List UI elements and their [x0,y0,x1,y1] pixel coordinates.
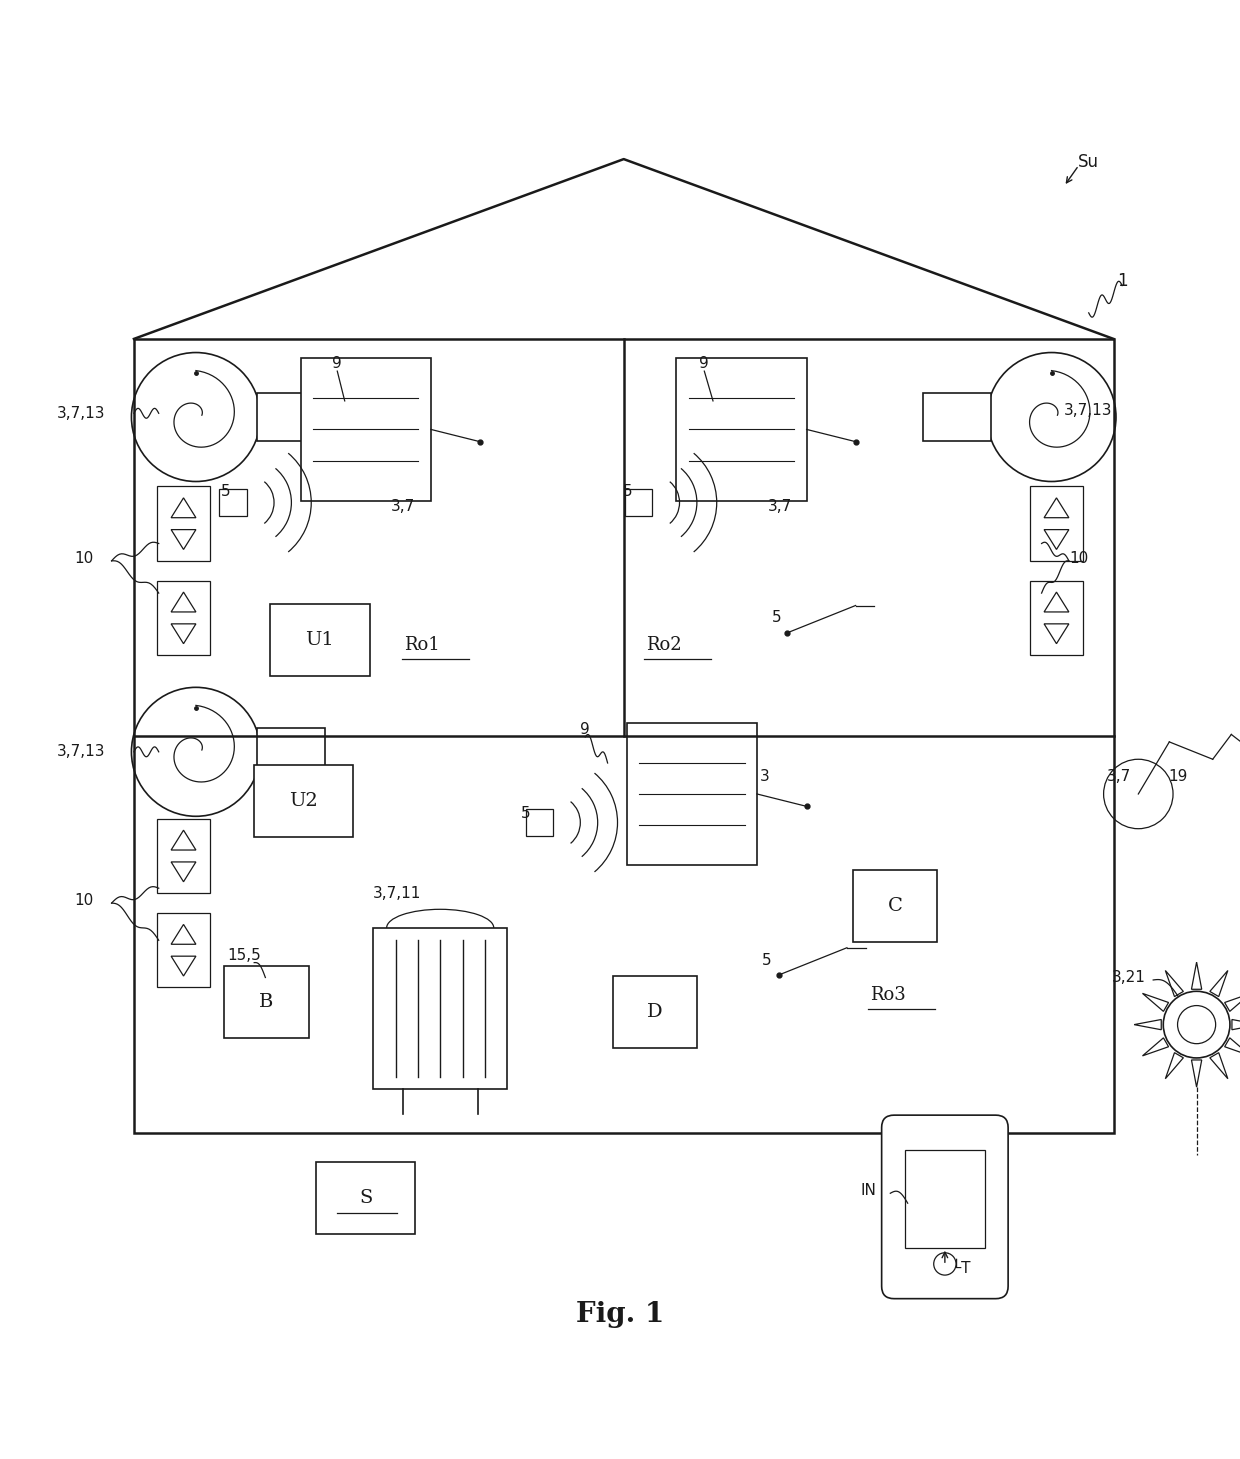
Bar [134,338,1114,1132]
Text: Fig. 1: Fig. 1 [575,1301,665,1328]
Text: └T: └T [952,1262,970,1277]
Text: 3,7,13: 3,7,13 [57,406,105,420]
Text: Ro1: Ro1 [404,636,439,654]
Bar [224,966,309,1039]
Text: C: C [888,897,903,915]
Text: S: S [360,1189,372,1207]
Bar [157,486,210,560]
Text: 19: 19 [1168,769,1188,783]
FancyBboxPatch shape [882,1115,1008,1299]
Text: 3,7: 3,7 [768,499,792,514]
Text: 9: 9 [699,356,709,371]
Bar [157,913,210,988]
Text: 5: 5 [521,807,531,821]
Text: 10: 10 [74,552,94,566]
Text: 5: 5 [221,484,231,499]
Text: Ro2: Ro2 [646,636,681,654]
Bar [300,357,432,500]
Text: 3,21: 3,21 [1111,970,1146,985]
Text: D: D [647,1004,662,1021]
Bar [677,357,806,500]
Text: IN: IN [861,1183,875,1198]
Text: Su: Su [1079,153,1099,171]
Bar [923,394,991,441]
Bar [219,489,247,516]
Bar [627,722,756,865]
Text: 3,7,13: 3,7,13 [1064,403,1112,419]
Text: U1: U1 [305,632,335,649]
Text: 3,7,13: 3,7,13 [57,744,105,759]
Text: 10: 10 [1069,552,1089,566]
Bar [613,976,697,1048]
Bar [1030,581,1083,655]
Text: 15,5: 15,5 [227,948,262,963]
Text: 3,7,11: 3,7,11 [372,886,422,900]
Bar [526,808,553,836]
Bar [157,818,210,893]
Text: 3,7: 3,7 [391,499,415,514]
Text: 5: 5 [771,610,781,626]
Bar [257,394,325,441]
Bar [373,928,507,1088]
Text: 3: 3 [760,769,770,783]
Bar [625,489,652,516]
Text: 10: 10 [74,893,94,907]
Text: 9: 9 [332,356,342,371]
Bar [853,870,937,941]
Bar [257,728,325,775]
Bar [905,1150,985,1247]
Text: 5: 5 [622,484,632,499]
Bar [1030,486,1083,560]
Bar [270,604,370,676]
Text: B: B [259,994,274,1011]
Text: 5: 5 [761,953,771,967]
Text: 1: 1 [1117,271,1127,290]
Text: Ro3: Ro3 [870,986,905,1004]
Bar [316,1163,415,1234]
Text: U2: U2 [289,792,319,810]
Bar [157,581,210,655]
Text: 9: 9 [580,722,590,737]
Bar [254,766,353,837]
Text: 3,7: 3,7 [1106,769,1131,783]
